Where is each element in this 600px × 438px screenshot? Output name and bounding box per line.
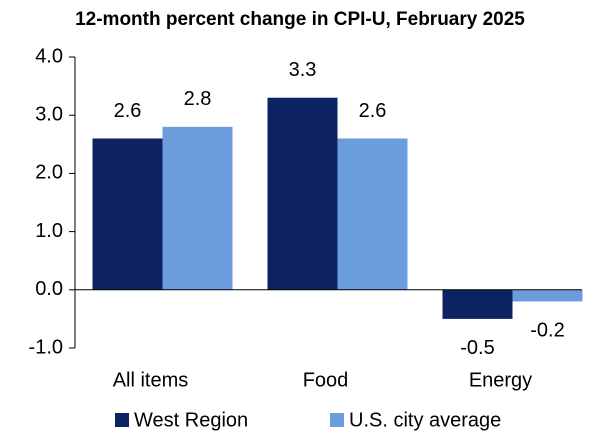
- bar: [512, 289, 583, 302]
- data-label: -0.5: [460, 337, 494, 359]
- y-tick-label: -1.0: [29, 336, 63, 358]
- bar: [92, 138, 163, 290]
- bar: [162, 126, 233, 290]
- data-label: 2.6: [114, 100, 142, 122]
- y-tick-label: 3.0: [35, 103, 63, 125]
- data-label: 3.3: [289, 59, 317, 81]
- legend-swatch: [115, 413, 129, 427]
- chart-title: 12-month percent change in CPI-U, Februa…: [75, 9, 525, 30]
- legend-label: West Region: [134, 409, 248, 431]
- bar: [267, 97, 338, 290]
- data-label: 2.8: [184, 88, 212, 110]
- y-tick-label: 4.0: [35, 45, 63, 67]
- data-label: -0.2: [530, 320, 564, 342]
- bar: [337, 138, 408, 290]
- legend-swatch: [330, 413, 344, 427]
- y-tick-label: 0.0: [35, 278, 63, 300]
- legend-label: U.S. city average: [349, 409, 501, 431]
- bar: [442, 289, 513, 319]
- y-tick-label: 2.0: [35, 162, 63, 184]
- x-tick-label: Food: [303, 369, 349, 391]
- x-tick-label: Energy: [469, 369, 532, 391]
- x-tick-label: All items: [113, 369, 189, 391]
- y-tick-label: 1.0: [35, 220, 63, 242]
- data-label: 2.6: [359, 100, 387, 122]
